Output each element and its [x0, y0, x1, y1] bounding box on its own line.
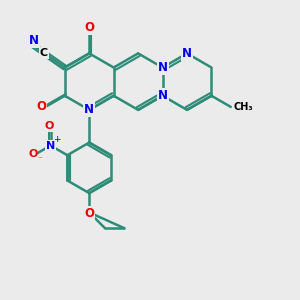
Text: O: O: [84, 21, 94, 34]
Text: C: C: [40, 48, 48, 58]
Text: N: N: [46, 140, 55, 151]
Text: CH₃: CH₃: [233, 102, 253, 112]
Text: O: O: [44, 121, 54, 131]
Text: O: O: [36, 100, 46, 113]
Text: N: N: [158, 61, 168, 74]
Text: N: N: [29, 34, 39, 47]
Text: +: +: [53, 134, 60, 143]
Text: N: N: [84, 103, 94, 116]
Text: O: O: [84, 207, 94, 220]
Text: N: N: [158, 89, 168, 102]
Text: ⁻: ⁻: [37, 156, 42, 165]
Text: O: O: [28, 149, 38, 159]
Text: N: N: [182, 47, 192, 60]
